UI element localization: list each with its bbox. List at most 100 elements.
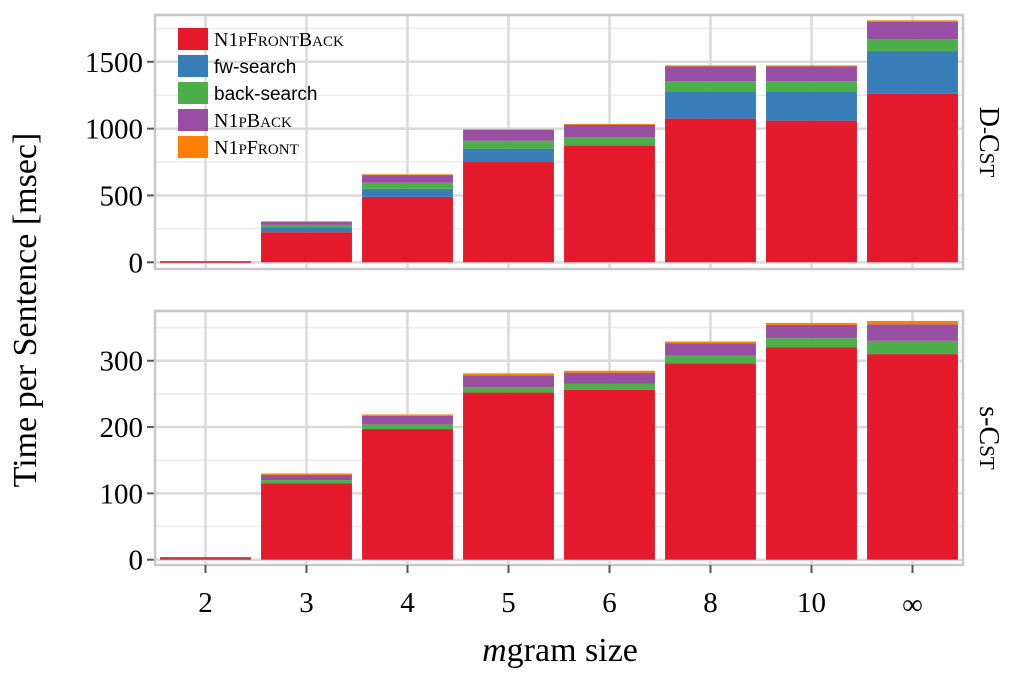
bar-n1pfrontback-2 (160, 262, 251, 263)
bar-back-search-8 (665, 81, 756, 92)
y-tick-label: 200 (100, 412, 144, 444)
legend-label-n1pfront: N1PFRONT (214, 137, 299, 159)
bar-n1pback-5 (463, 129, 554, 141)
bar-n1pfrontback-10 (766, 347, 857, 560)
bar-n1pfront-8 (665, 65, 756, 67)
bar-n1pfrontback-6 (564, 389, 655, 560)
x-tick-label-8: 8 (703, 587, 718, 619)
legend-swatch-back-search (178, 82, 208, 104)
x-axis-label-rest: gram size (507, 632, 638, 669)
panel-border (153, 309, 965, 567)
bar-n1pfront-∞ (867, 320, 958, 325)
legend-swatch-n1pfrontback (178, 28, 208, 50)
bar-back-search-∞ (867, 340, 958, 355)
bar-back-search-6 (564, 383, 655, 390)
bar-n1pfront-∞ (867, 20, 958, 22)
x-tick-label-4: 4 (400, 587, 415, 619)
bar-back-search-6 (564, 137, 655, 146)
bar-back-search-10 (766, 81, 857, 92)
bar-n1pfrontback-5 (463, 392, 554, 560)
bar-back-search-5 (463, 387, 554, 393)
x-tick-label-3: 3 (299, 587, 314, 619)
bar-n1pback-2 (160, 557, 251, 558)
bar-n1pfrontback-4 (362, 429, 453, 560)
bar-fw-search-∞ (867, 51, 958, 94)
legend: N1PFRONTBACK fw-search back-search N1PBACK N… (178, 28, 344, 159)
bar-fw-search-8 (665, 91, 756, 119)
y-tick-label: 1500 (85, 47, 143, 79)
legend-label-n1pfrontback: N1PFRONTBACK (214, 29, 344, 51)
bar-n1pback-5 (463, 375, 554, 388)
bar-n1pback-3 (261, 474, 352, 481)
bar-n1pfront-8 (665, 341, 756, 344)
bar-n1pback-10 (766, 324, 857, 339)
bar-n1pfront-3 (261, 473, 352, 475)
bar-n1pfront-5 (463, 129, 554, 131)
bar-n1pfront-4 (362, 414, 453, 416)
bar-n1pfrontback-3 (261, 483, 352, 560)
y-tick-label: 1000 (85, 114, 143, 146)
y-tick-label: 0 (129, 545, 144, 577)
bar-fw-search-10 (766, 91, 857, 121)
bar-n1pfrontback-∞ (867, 93, 958, 263)
x-axis-label-italic: m (482, 632, 507, 669)
bar-n1pfront-6 (564, 123, 655, 125)
bar-back-search-∞ (867, 39, 958, 52)
bar-fw-search-3 (261, 227, 352, 233)
bar-back-search-8 (665, 355, 756, 364)
bar-n1pback-2 (160, 260, 251, 262)
y-tick-label: 100 (100, 478, 144, 510)
strip-label: D-CST (973, 107, 1004, 178)
bar-n1pfrontback-8 (665, 118, 756, 263)
x-axis-label: mgram size (482, 632, 638, 669)
legend-swatch-n1pfront (178, 136, 208, 158)
bar-n1pfrontback-2 (160, 557, 251, 560)
legend-label-back-search: back-search (214, 84, 318, 105)
bar-n1pback-8 (665, 66, 756, 82)
bar-n1pfront-6 (564, 370, 655, 373)
bar-back-search-4 (362, 424, 453, 430)
bar-n1pfrontback-6 (564, 145, 655, 263)
bar-n1pback-∞ (867, 324, 958, 341)
bar-n1pfrontback-5 (463, 162, 554, 263)
bar-n1pback-10 (766, 66, 857, 82)
legend-label-n1pback: N1PBACK (214, 110, 292, 132)
bar-n1pback-6 (564, 124, 655, 138)
bar-n1pfrontback-3 (261, 232, 352, 263)
x-tick-label-6: 6 (602, 587, 617, 619)
bar-n1pfront-5 (463, 373, 554, 376)
y-tick-label: 300 (100, 346, 144, 378)
legend-label-fw-search: fw-search (214, 57, 296, 78)
x-tick-label-2: 2 (198, 587, 213, 619)
bar-back-search-10 (766, 338, 857, 348)
y-tick-label: 500 (100, 180, 144, 212)
legend-swatch-n1pback (178, 109, 208, 131)
panel-border (153, 13, 965, 271)
bar-n1pback-4 (362, 174, 453, 183)
bar-n1pback-4 (362, 415, 453, 425)
bar-n1pback-8 (665, 343, 756, 356)
bar-n1pfront-3 (261, 221, 352, 223)
bar-n1pfrontback-∞ (867, 354, 958, 560)
bar-n1pfrontback-8 (665, 363, 756, 560)
bar-fw-search-5 (463, 148, 554, 163)
bar-n1pfrontback-4 (362, 196, 453, 263)
y-tick-label: 0 (129, 247, 144, 279)
bar-back-search-5 (463, 140, 554, 149)
panel-upper: 0 500 1000 1500 D-CST (85, 13, 1004, 279)
bar-back-search-4 (362, 182, 453, 189)
bar-n1pfront-10 (766, 322, 857, 325)
x-tick-label-5: 5 (501, 587, 516, 619)
legend-swatch-fw-search (178, 55, 208, 77)
x-tick-label-10: 10 (797, 587, 826, 619)
bar-n1pback-∞ (867, 21, 958, 40)
bar-fw-search-4 (362, 188, 453, 197)
bar-n1pfront-4 (362, 174, 453, 176)
bar-back-search-3 (261, 480, 352, 484)
bar-n1pback-6 (564, 372, 655, 384)
bar-n1pfrontback-10 (766, 120, 857, 263)
y-axis-label: Time per Sentence [msec] (7, 133, 44, 488)
bar-back-search-3 (261, 224, 352, 228)
bar-n1pback-3 (261, 221, 352, 225)
